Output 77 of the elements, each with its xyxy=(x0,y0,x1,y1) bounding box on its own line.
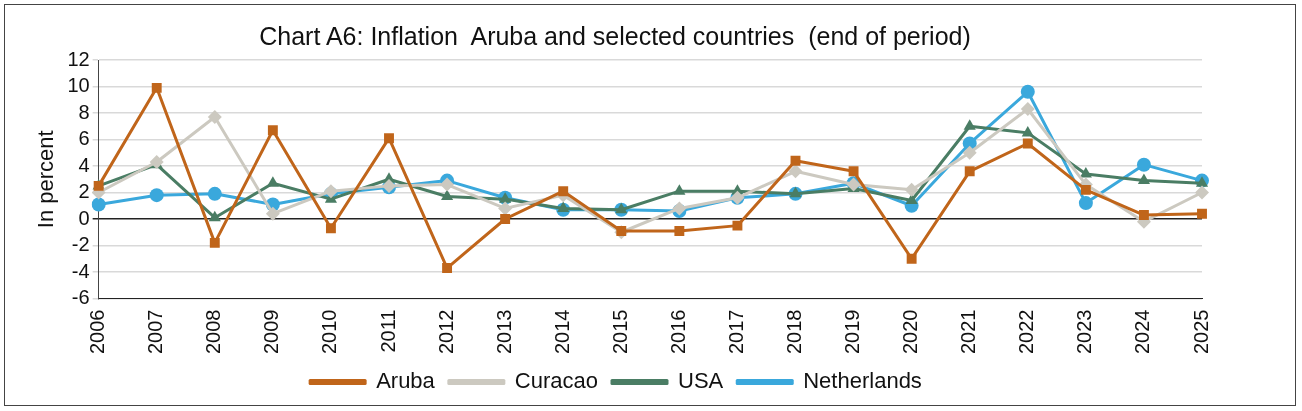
legend-label: Netherlands xyxy=(803,368,922,394)
point xyxy=(790,155,801,166)
x-tick-label: 2020 xyxy=(899,309,922,355)
point xyxy=(207,186,222,201)
point xyxy=(91,197,106,212)
point xyxy=(265,206,280,221)
point xyxy=(1078,196,1093,211)
point xyxy=(442,263,453,273)
x-tick-label: 2008 xyxy=(202,309,225,355)
legend-label: USA xyxy=(678,368,724,394)
x-tick-label: 2015 xyxy=(608,309,631,355)
x-tick-label: 2017 xyxy=(724,309,747,355)
y-tick-label: 4 xyxy=(78,153,90,176)
y-tick-label: -6 xyxy=(71,286,90,309)
point xyxy=(267,125,278,136)
x-tick-label: 2007 xyxy=(144,309,167,355)
point xyxy=(209,237,220,248)
x-tick-label: 2014 xyxy=(550,309,573,355)
point xyxy=(962,145,977,160)
legend-label: Aruba xyxy=(376,368,436,394)
y-axis-title: In percent xyxy=(33,130,59,229)
x-tick-label: 2006 xyxy=(86,309,109,355)
x-tick-label: 2012 xyxy=(434,309,457,355)
point xyxy=(1136,157,1151,172)
x-tick-label: 2023 xyxy=(1073,309,1096,355)
x-tick-label: 2021 xyxy=(957,309,980,355)
point xyxy=(1020,84,1035,99)
y-tick-label: 8 xyxy=(78,100,90,123)
point xyxy=(558,186,569,197)
legend-label: Curacao xyxy=(514,368,598,394)
point xyxy=(674,225,685,236)
point xyxy=(788,164,803,179)
y-tick-label: 12 xyxy=(67,47,90,70)
point xyxy=(440,177,455,192)
point xyxy=(964,166,975,177)
point xyxy=(441,189,454,200)
x-tick-label: 2009 xyxy=(260,309,283,355)
point xyxy=(557,201,570,212)
point xyxy=(384,133,394,144)
point xyxy=(325,223,336,234)
point xyxy=(1021,125,1034,137)
point xyxy=(963,119,976,130)
point xyxy=(151,82,162,93)
point xyxy=(500,214,511,224)
x-tick-label: 2013 xyxy=(492,309,515,355)
point xyxy=(1022,138,1033,149)
y-tick-label: -4 xyxy=(71,259,90,282)
point xyxy=(1138,210,1149,220)
point xyxy=(208,210,221,222)
y-tick-label: 0 xyxy=(78,206,90,229)
y-tick-label: -2 xyxy=(71,233,90,256)
x-tick-label: 2018 xyxy=(783,309,806,355)
x-tick-label: 2010 xyxy=(318,309,341,355)
x-tick-label: 2022 xyxy=(1015,309,1038,355)
point xyxy=(673,184,686,195)
point xyxy=(1195,185,1209,200)
point xyxy=(906,253,917,264)
point xyxy=(848,166,859,177)
point xyxy=(1080,184,1091,195)
point xyxy=(149,188,164,203)
x-tick-label: 2011 xyxy=(376,309,399,353)
point xyxy=(616,225,627,236)
point xyxy=(1197,208,1207,219)
y-tick-label: 6 xyxy=(78,127,90,150)
point xyxy=(1020,102,1035,117)
point xyxy=(732,220,743,231)
point xyxy=(498,201,513,216)
x-tick-label: 2025 xyxy=(1189,309,1212,355)
x-tick-label: 2024 xyxy=(1131,309,1154,355)
x-tick-label: 2016 xyxy=(666,309,689,355)
point xyxy=(904,182,919,197)
chart-title: Chart A6: Inflation Aruba and selected countries (end of period) xyxy=(259,22,971,50)
x-tick-label: 2019 xyxy=(841,309,864,355)
y-tick-label: 10 xyxy=(67,74,90,97)
point xyxy=(1137,173,1150,185)
y-tick-label: 2 xyxy=(78,180,90,203)
point xyxy=(207,109,222,124)
